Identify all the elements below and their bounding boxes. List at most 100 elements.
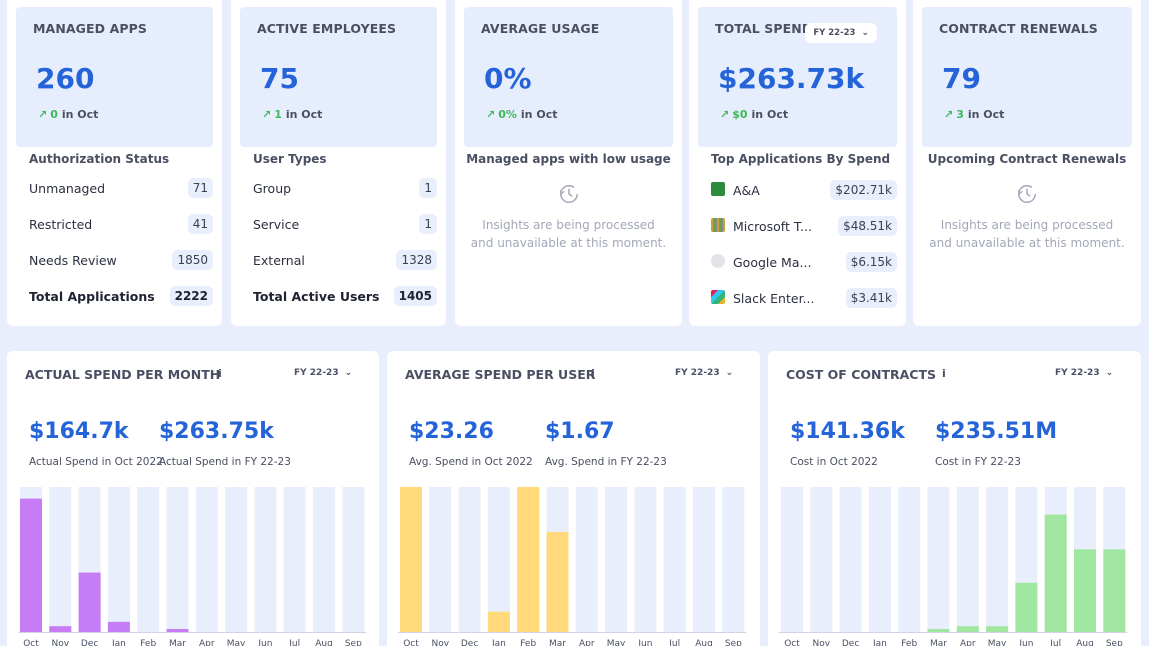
- bar-track: [575, 487, 598, 632]
- x-tick-label: Jun: [637, 639, 652, 646]
- x-tick-label: Nov: [432, 639, 450, 646]
- chart-title: AVERAGE SPEND PER USER: [405, 367, 596, 382]
- bar-may[interactable]: [986, 626, 1009, 632]
- fy-selector[interactable]: FY 22-23 ⌄: [294, 368, 353, 378]
- fy-selector[interactable]: FY 22-23 ⌄: [805, 23, 877, 43]
- list-item[interactable]: A&A $202.71k: [711, 180, 897, 202]
- bar-jun[interactable]: [1015, 582, 1038, 632]
- x-tick-label: Sep: [725, 639, 742, 646]
- x-tick-label: Aug: [695, 639, 713, 646]
- bar-track: [49, 487, 72, 632]
- contract-renewals-card[interactable]: CONTRACT RENEWALS 79 ↗ 3 in Oct Upcoming C…: [913, 0, 1141, 326]
- stat-delta: ↗ 3 in Oct: [944, 108, 1005, 121]
- count-badge: 1328: [396, 250, 437, 270]
- metric-label: Actual Spend in Oct 2022: [29, 456, 163, 468]
- x-tick-label: Jul: [668, 639, 680, 646]
- bar-track: [634, 487, 657, 632]
- bar-nov[interactable]: [49, 626, 72, 632]
- bar-jan[interactable]: [487, 611, 510, 632]
- x-tick-label: Dec: [81, 639, 98, 646]
- list-item[interactable]: Group 1: [253, 178, 437, 200]
- x-tick-label: Sep: [1106, 639, 1123, 646]
- metric-label: Cost in Oct 2022: [790, 456, 878, 468]
- info-icon[interactable]: i: [218, 367, 222, 380]
- cost-contracts-chart-card[interactable]: COST OF CONTRACTS i FY 22-23 ⌄ $141.36k C…: [768, 351, 1141, 646]
- managed-apps-hero: MANAGED APPS 260 ↗ 0 in Oct: [16, 7, 213, 147]
- x-tick-label: Apr: [199, 639, 215, 646]
- actual-spend-bar-chart: Oct Nov Dec Jan Feb Mar Apr May Jun Jul Aug Sep: [18, 487, 367, 646]
- metric-label: Cost in FY 22-23: [935, 456, 1021, 468]
- bar-sep[interactable]: [1103, 549, 1126, 632]
- stat-delta: ↗ 0 in Oct: [38, 108, 99, 121]
- count-badge: 1: [419, 178, 437, 198]
- metric-value: $235.51M: [935, 419, 1058, 444]
- average-spend-chart-card[interactable]: AVERAGE SPEND PER USER i FY 22-23 ⌄ $23.2…: [387, 351, 760, 646]
- metric-value: $23.26: [409, 419, 494, 444]
- x-tick-label: Nov: [813, 639, 831, 646]
- managed-apps-card[interactable]: MANAGED APPS 260 ↗ 0 in Oct Authorization …: [7, 0, 222, 326]
- x-tick-label: May: [607, 639, 626, 646]
- bar-track: [722, 487, 745, 632]
- x-tick-label: May: [988, 639, 1007, 646]
- bar-jul[interactable]: [1044, 514, 1067, 632]
- spend-badge: $3.41k: [845, 288, 897, 308]
- list-item[interactable]: Microsoft T... $48.51k: [711, 216, 897, 238]
- list-item[interactable]: Slack Enter... $3.41k: [711, 288, 897, 310]
- stat-value: 0%: [484, 62, 532, 95]
- cost-contracts-bar-chart: Oct Nov Dec Jan Feb Mar Apr May Jun Jul Aug Sep: [779, 487, 1128, 646]
- insights-message: Insights are being processed and unavail…: [929, 218, 1125, 250]
- trend-up-icon: ↗: [720, 108, 730, 121]
- metric-value: $1.67: [545, 419, 615, 444]
- bar-track: [137, 487, 160, 632]
- x-tick-label: Mar: [549, 639, 566, 646]
- bar-track: [956, 487, 979, 632]
- bar-dec[interactable]: [78, 572, 101, 632]
- bar-aug[interactable]: [1074, 549, 1096, 632]
- fy-selector[interactable]: FY 22-23 ⌄: [675, 368, 734, 378]
- list-item[interactable]: Unmanaged 71: [29, 178, 213, 200]
- x-tick-label: Dec: [842, 639, 859, 646]
- average-spend-bar-chart: Oct Nov Dec Jan Feb Mar Apr May Jun Jul Aug Sep: [398, 487, 747, 646]
- info-icon[interactable]: i: [942, 367, 946, 380]
- x-tick-label: May: [227, 639, 246, 646]
- x-tick-label: Jun: [257, 639, 272, 646]
- x-tick-label: Mar: [169, 639, 186, 646]
- spend-badge: $202.71k: [830, 180, 897, 200]
- actual-spend-chart-card[interactable]: ACTUAL SPEND PER MONTH i FY 22-23 ⌄ $164.…: [7, 351, 379, 646]
- bar-mar[interactable]: [927, 629, 950, 632]
- bar-track: [166, 487, 189, 632]
- bar-track: [781, 487, 803, 632]
- bar-apr[interactable]: [956, 626, 979, 632]
- bar-track: [283, 487, 306, 632]
- app-logo-icon: [711, 182, 725, 196]
- total-spend-card[interactable]: TOTAL SPEND FY 22-23 ⌄ $263.73k ↗ $0 in Oct…: [689, 0, 906, 326]
- bar-oct[interactable]: [400, 487, 422, 632]
- total-badge: 1405: [393, 286, 437, 306]
- fy-selector[interactable]: FY 22-23 ⌄: [1055, 368, 1114, 378]
- average-usage-card[interactable]: AVERAGE USAGE 0% ↗ 0% in Oct Managed apps …: [455, 0, 682, 326]
- list-item[interactable]: Service 1: [253, 214, 437, 236]
- spend-badge: $6.15k: [845, 252, 897, 272]
- metric-value: $263.75k: [159, 419, 274, 444]
- upcoming-renewals-title: Upcoming Contract Renewals: [927, 152, 1127, 166]
- list-item[interactable]: Restricted 41: [29, 214, 213, 236]
- x-tick-label: Feb: [901, 639, 917, 646]
- bar-oct[interactable]: [20, 498, 42, 632]
- stat-title: ACTIVE EMPLOYEES: [257, 21, 397, 36]
- list-item[interactable]: Google Ma... $6.15k: [711, 252, 897, 274]
- bar-mar[interactable]: [546, 531, 569, 632]
- bar-mar[interactable]: [166, 629, 189, 632]
- x-tick-label: Jul: [1049, 639, 1061, 646]
- app-logo-icon: [711, 290, 725, 304]
- active-employees-card[interactable]: ACTIVE EMPLOYEES 75 ↗ 1 in Oct User Types …: [231, 0, 446, 326]
- metric-label: Avg. Spend in Oct 2022: [409, 456, 533, 468]
- x-tick-label: Oct: [403, 639, 419, 646]
- info-icon[interactable]: i: [591, 367, 595, 380]
- list-item[interactable]: Needs Review 1850: [29, 250, 213, 272]
- x-tick-label: Apr: [960, 639, 976, 646]
- bar-feb[interactable]: [517, 487, 540, 632]
- bar-jan[interactable]: [107, 621, 130, 632]
- bar-track: [868, 487, 891, 632]
- list-item[interactable]: External 1328: [253, 250, 437, 272]
- stat-value: 79: [942, 62, 981, 95]
